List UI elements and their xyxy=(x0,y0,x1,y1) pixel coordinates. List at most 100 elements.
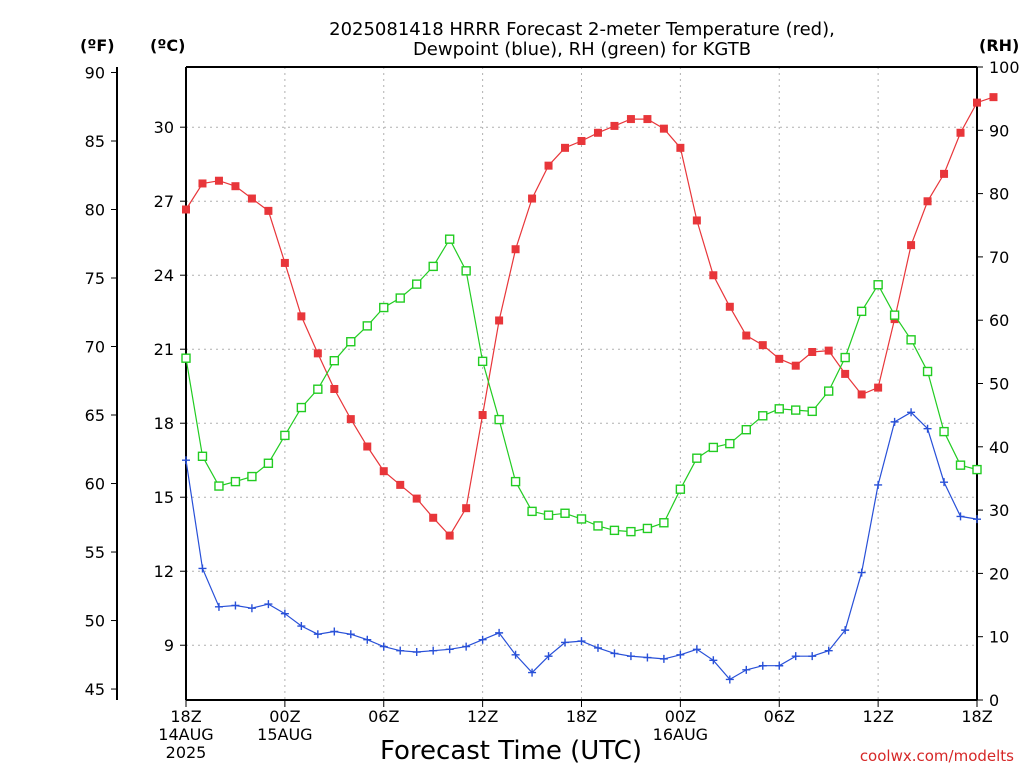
x-tick-label: 18Z xyxy=(961,707,992,726)
dewpoint-point xyxy=(264,600,273,609)
rh-point xyxy=(593,521,603,531)
x-tick-label: 12Z xyxy=(862,707,893,726)
temperature-point xyxy=(907,241,916,250)
dewpoint-point xyxy=(280,609,289,618)
rh-point xyxy=(296,402,307,413)
rh-tick-label: 90 xyxy=(989,121,1009,140)
rh-tick-label: 80 xyxy=(989,185,1009,204)
temperature-point xyxy=(923,197,932,206)
grid-lines xyxy=(186,67,977,700)
dewpoint-point xyxy=(214,602,223,611)
celsius-tick-label: 9 xyxy=(164,636,174,655)
temperature-point xyxy=(198,179,207,188)
dewpoint-point xyxy=(247,604,256,613)
rh-point xyxy=(214,481,224,491)
x-tick-label: 00Z xyxy=(665,707,696,726)
rh-point xyxy=(675,484,686,494)
rh-point xyxy=(906,335,916,345)
temperature-point xyxy=(775,354,784,363)
dewpoint-point xyxy=(182,456,190,465)
dewpoint-point xyxy=(857,568,866,577)
rh-point xyxy=(659,518,669,528)
dewpoint-point xyxy=(874,480,883,489)
temperature-point xyxy=(692,216,701,225)
temperature-point xyxy=(973,98,981,107)
dewpoint-point xyxy=(231,601,240,610)
rh-point xyxy=(197,451,208,461)
rh-tick-label: 10 xyxy=(989,628,1009,647)
x-tick-label: 2025 xyxy=(166,743,207,762)
rh-point xyxy=(955,460,966,470)
rh-point xyxy=(379,302,389,313)
dewpoint-point xyxy=(396,646,405,655)
rh-point xyxy=(576,514,587,524)
rh-point xyxy=(263,458,274,468)
temperature-series-line xyxy=(185,96,994,537)
rh-point xyxy=(444,234,455,244)
fahrenheit-unit-label: (ºF) xyxy=(80,36,115,55)
rh-point xyxy=(642,523,653,534)
dewpoint-point xyxy=(429,646,438,655)
temperature-point xyxy=(808,347,817,356)
dewpoint-point xyxy=(775,661,784,670)
dewpoint-point xyxy=(577,637,586,646)
dewpoint-point xyxy=(973,515,981,524)
dewpoint-point xyxy=(495,628,504,637)
temperature-point xyxy=(561,143,570,152)
temperature-point xyxy=(313,349,322,358)
temperature-point xyxy=(989,93,998,102)
temperature-point xyxy=(280,258,289,267)
x-tick-label: 15AUG xyxy=(257,725,312,744)
rh-point xyxy=(280,430,290,441)
dewpoint-point xyxy=(709,656,718,665)
rh-tick-label: 40 xyxy=(989,438,1009,457)
series-layer xyxy=(181,93,998,684)
dewpoint-point xyxy=(478,635,487,644)
rh-point xyxy=(725,438,735,449)
temperature-point xyxy=(643,115,652,124)
dewpoint-point xyxy=(445,645,454,654)
rh-point xyxy=(560,508,570,518)
rh-point xyxy=(395,293,405,303)
rh-point xyxy=(939,426,949,437)
celsius-tick-label: 21 xyxy=(154,340,174,359)
rh-point xyxy=(626,526,636,537)
dewpoint-point xyxy=(907,408,916,417)
dewpoint-point xyxy=(528,668,537,677)
temperature-point xyxy=(841,369,850,378)
rh-tick-label: 50 xyxy=(989,375,1009,394)
temperature-point xyxy=(956,128,965,137)
dewpoint-point xyxy=(626,652,635,661)
rh-point xyxy=(807,406,817,417)
temperature-point xyxy=(214,176,223,185)
temperature-point xyxy=(626,115,635,124)
temperature-point xyxy=(429,513,438,522)
temperature-point xyxy=(363,442,372,451)
rh-tick-label: 0 xyxy=(989,691,999,710)
x-axis-label: Forecast Time (UTC) xyxy=(380,736,642,766)
rh-point xyxy=(791,405,801,415)
dewpoint-point xyxy=(379,642,388,651)
temperature-point xyxy=(445,531,454,540)
rh-point xyxy=(461,266,471,276)
rh-point xyxy=(477,356,488,367)
fahrenheit-tick-label: 50 xyxy=(85,612,105,631)
rh-point xyxy=(889,310,900,320)
temperature-point xyxy=(379,467,388,476)
temperature-point xyxy=(709,271,718,280)
rh-point xyxy=(346,337,356,347)
temperature-point xyxy=(610,121,619,130)
dewpoint-point xyxy=(758,661,767,670)
dewpoint-point xyxy=(742,665,751,674)
rh-point xyxy=(840,352,850,363)
rh-point xyxy=(510,476,521,487)
temperature-point xyxy=(857,390,866,399)
temperature-point xyxy=(874,383,883,392)
temperature-point xyxy=(528,194,537,203)
temperature-point xyxy=(742,331,751,340)
dewpoint-point xyxy=(659,654,668,663)
temperature-point xyxy=(577,136,586,145)
celsius-tick-label: 18 xyxy=(154,414,174,433)
temperature-point xyxy=(544,161,553,170)
